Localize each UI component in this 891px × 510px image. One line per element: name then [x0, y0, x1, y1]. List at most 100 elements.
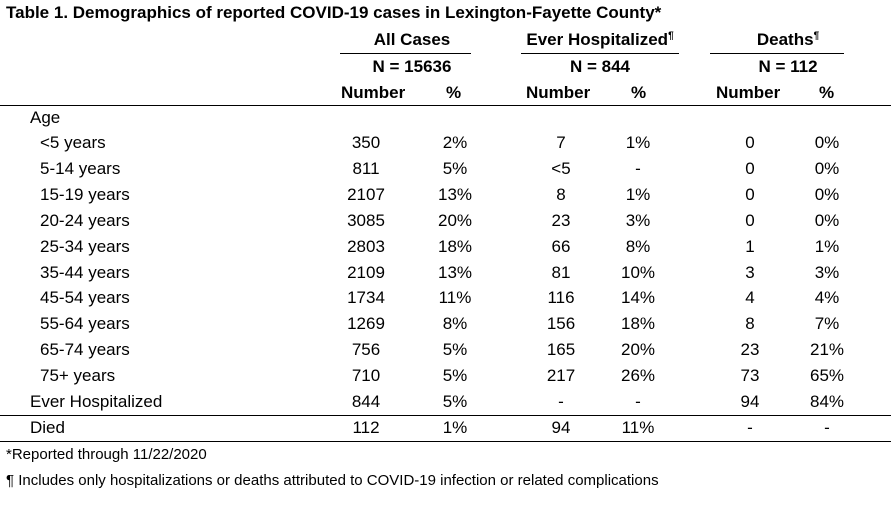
cell-number: 217 — [546, 366, 576, 386]
subheader-number: Number — [526, 83, 591, 102]
row-label: 25-34 years — [40, 236, 130, 256]
table-row: 45-54 years 1734 11% 116 14% 4 4% — [0, 288, 891, 314]
row-label: Died — [30, 417, 65, 437]
cell-percent: 13% — [437, 184, 473, 204]
header-rule — [0, 105, 891, 106]
table-row: 15-19 years 2107 13% 8 1% 0 0% — [0, 185, 891, 211]
cell-percent: 0% — [814, 133, 840, 152]
cell-number: 81 — [551, 262, 571, 282]
cell-number: 2107 — [347, 184, 385, 204]
cell-number: 8 — [556, 184, 566, 204]
group-underline — [521, 53, 679, 54]
subheader-number: Number — [716, 83, 781, 102]
table-row: 55-64 years 1269 8% 156 18% 8 7% — [0, 314, 891, 340]
cell-percent: 21% — [809, 340, 845, 360]
group-n: N = 844 — [569, 57, 630, 76]
cell-percent: 3% — [625, 210, 651, 230]
cell-percent: 1% — [814, 236, 840, 256]
cell-percent: - — [824, 417, 830, 437]
cell-number: <5 — [551, 158, 571, 178]
group-underline — [340, 53, 471, 54]
cell-number: 3085 — [347, 210, 385, 230]
subheader-percent: % — [819, 83, 835, 102]
cell-percent: 8% — [625, 236, 651, 256]
table-row: 5-14 years 811 5% <5 - 0 0% — [0, 159, 891, 185]
group-header-all-cases: All Cases — [352, 30, 472, 50]
footnote-reported: *Reported through 11/22/2020 — [6, 446, 207, 463]
row-separator — [0, 414, 891, 416]
cell-percent: 84% — [809, 392, 845, 411]
cell-number: 73 — [740, 366, 760, 386]
cell-percent: 11% — [438, 288, 472, 308]
cell-percent: 20% — [620, 340, 656, 360]
cell-percent: 18% — [620, 314, 656, 334]
group-name: Deaths — [756, 30, 814, 49]
cell-percent: 1% — [625, 184, 651, 204]
cell-number: 4 — [745, 288, 755, 308]
row-label: Ever Hospitalized — [30, 392, 163, 411]
cell-number: 710 — [351, 366, 381, 386]
cell-percent: 7% — [814, 314, 840, 334]
pilcrow-mark: ¶ — [668, 30, 674, 42]
row-label: 65-74 years — [40, 340, 130, 360]
row-label: 75+ years — [40, 366, 116, 386]
cell-percent: 4% — [814, 288, 840, 308]
cell-number: 112 — [352, 417, 380, 437]
cell-number: 116 — [547, 288, 575, 308]
cell-percent: 26% — [620, 366, 656, 386]
subheader-percent: % — [631, 83, 647, 102]
footnote-pilcrow: ¶ Includes only hospitalizations or deat… — [6, 472, 659, 489]
cell-percent: 5% — [442, 340, 468, 360]
cell-percent: 13% — [437, 262, 473, 282]
cell-percent: 2% — [442, 133, 468, 152]
cell-number: - — [747, 417, 753, 437]
subheader-percent: % — [446, 83, 462, 102]
cell-percent: 11% — [621, 417, 655, 437]
table-row: 20-24 years 3085 20% 23 3% 0 0% — [0, 211, 891, 237]
cell-percent: 5% — [442, 392, 468, 411]
cell-percent: 0% — [814, 210, 840, 230]
row-label: 55-64 years — [40, 314, 130, 334]
cell-number: 23 — [551, 210, 571, 230]
group-underline — [710, 53, 844, 54]
cell-number: 1 — [745, 236, 755, 256]
cell-number: 0 — [745, 210, 755, 230]
cell-number: - — [558, 392, 564, 411]
cell-number: 165 — [546, 340, 576, 360]
cell-number: 156 — [546, 314, 576, 334]
cell-number: 844 — [351, 392, 381, 411]
table-title: Table 1. Demographics of reported COVID-… — [6, 3, 662, 22]
pilcrow-mark: ¶ — [813, 30, 820, 42]
cell-percent: 1% — [442, 417, 468, 437]
cell-number: 94 — [551, 417, 571, 437]
row-label: 45-54 years — [40, 288, 130, 308]
cell-number: 350 — [351, 133, 381, 152]
table-row: Ever Hospitalized 844 5% - - 94 84% — [0, 392, 891, 418]
group-n: N = 15636 — [372, 57, 452, 76]
cell-percent: 0% — [814, 158, 840, 178]
group-header-deaths: Deaths¶ — [728, 30, 848, 50]
row-label: 5-14 years — [40, 158, 121, 178]
subheader-number: Number — [341, 83, 406, 102]
cell-percent: 1% — [625, 133, 651, 152]
cell-number: 0 — [745, 158, 755, 178]
cell-number: 756 — [351, 340, 381, 360]
cell-percent: 5% — [442, 158, 468, 178]
table-bottom-rule — [0, 441, 891, 442]
cell-percent: 10% — [620, 262, 656, 282]
cell-percent: 14% — [620, 288, 656, 308]
cell-number: 66 — [551, 236, 571, 256]
table-row: 35-44 years 2109 13% 81 10% 3 3% — [0, 263, 891, 289]
group-n: N = 112 — [758, 57, 818, 76]
row-label: 15-19 years — [40, 184, 130, 204]
cell-percent: 20% — [437, 210, 473, 230]
group-header-ever-hospitalized: Ever Hospitalized¶ — [518, 30, 682, 50]
cell-number: 7 — [556, 133, 566, 152]
row-label: 20-24 years — [40, 210, 130, 230]
table-row: 25-34 years 2803 18% 66 8% 1 1% — [0, 237, 891, 263]
cell-number: 1269 — [347, 314, 385, 334]
cell-number: 0 — [745, 133, 755, 152]
table-row: 65-74 years 756 5% 165 20% 23 21% — [0, 340, 891, 366]
table-row: Died 112 1% 94 11% - - — [0, 414, 891, 444]
cell-percent: 18% — [437, 236, 473, 256]
